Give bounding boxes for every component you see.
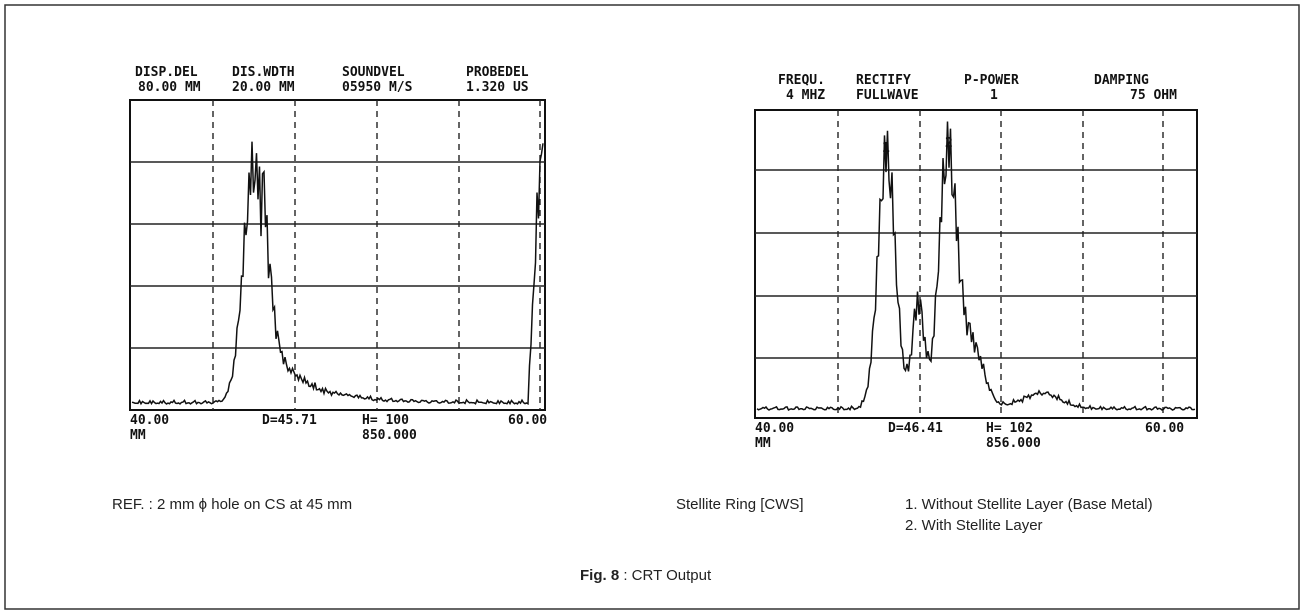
- header-value: 20.00 MM: [232, 80, 295, 95]
- footer-distance: D=45.71: [262, 413, 317, 428]
- header-name: DAMPING: [1094, 73, 1149, 88]
- screen-frame: [130, 100, 545, 410]
- header-name: SOUNDVEL: [342, 65, 405, 80]
- footer-end: 60.00: [508, 413, 547, 428]
- header-value: FULLWAVE: [856, 88, 919, 103]
- header-value: 4 MHZ: [786, 88, 825, 103]
- header-value: 1: [990, 88, 998, 103]
- figure-border: [5, 5, 1299, 609]
- figure-caption: Fig. 8 : CRT Output: [580, 567, 712, 584]
- legend-item: 1. Without Stellite Layer (Base Metal): [905, 496, 1153, 513]
- footer-count: 856.000: [986, 436, 1041, 451]
- footer-unit: MM: [755, 436, 771, 451]
- footer-count: 850.000: [362, 428, 417, 443]
- screen-frame: [755, 110, 1197, 418]
- footer-height: H= 102: [986, 421, 1033, 436]
- header-value: 05950 M/S: [342, 80, 413, 95]
- crt-right: FREQU. 4 MHZ RECTIFY FULLWAVE P-POWER 1 …: [755, 73, 1197, 451]
- trace: [132, 142, 543, 404]
- figure-label: Fig. 8: [580, 567, 619, 584]
- header-value: 80.00 MM: [138, 80, 201, 95]
- footer-unit: MM: [130, 428, 146, 443]
- header-name: DISP.DEL: [135, 65, 198, 80]
- header-name: P-POWER: [964, 73, 1019, 88]
- caption: REF. : 2 mm ϕ hole on CS at 45 mm: [112, 496, 352, 513]
- trace: [757, 122, 1195, 411]
- figure: DISP.DEL 80.00 MM DIS.WDTH 20.00 MM SOUN…: [0, 0, 1304, 614]
- header-name: PROBEDEL: [466, 65, 529, 80]
- footer-start: 40.00: [755, 421, 794, 436]
- footer-height: H= 100: [362, 413, 409, 428]
- header-value: 1.320 US: [466, 80, 529, 95]
- footer-end: 60.00: [1145, 421, 1184, 436]
- figure-text: : CRT Output: [623, 567, 712, 584]
- caption: Stellite Ring [CWS]: [676, 496, 804, 513]
- header-name: FREQU.: [778, 73, 825, 88]
- header-name: DIS.WDTH: [232, 65, 295, 80]
- crt-left: DISP.DEL 80.00 MM DIS.WDTH 20.00 MM SOUN…: [130, 65, 547, 443]
- header-value: 75 OHM: [1130, 88, 1177, 103]
- footer-distance: D=46.41: [888, 421, 943, 436]
- header-name: RECTIFY: [856, 73, 911, 88]
- footer-start: 40.00: [130, 413, 169, 428]
- legend-item: 2. With Stellite Layer: [905, 517, 1043, 534]
